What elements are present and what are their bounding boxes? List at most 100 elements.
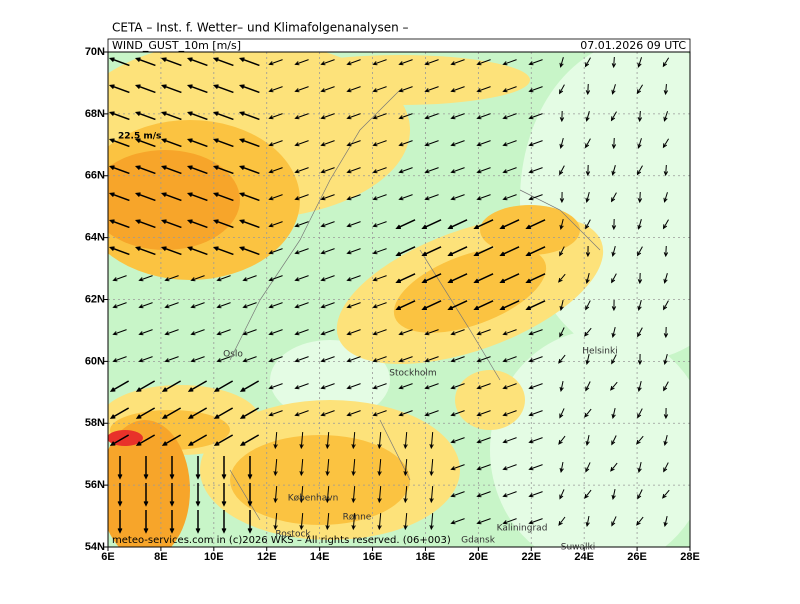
wind-arrow xyxy=(294,248,309,255)
wind-arrow xyxy=(473,219,494,230)
wind-arrow xyxy=(424,59,439,66)
wind-arrow xyxy=(528,86,543,93)
wind-arrow xyxy=(611,218,617,231)
wind-arrow xyxy=(450,194,465,201)
wind-arrow xyxy=(294,302,309,309)
wind-arrow xyxy=(108,246,130,256)
wind-arrow xyxy=(268,221,283,228)
wind-arrow xyxy=(559,84,565,95)
footer: meteo-services.com in (c)2026 WKS – All … xyxy=(112,535,451,546)
wind-arrow xyxy=(108,192,130,202)
wind-arrow xyxy=(346,86,361,93)
wind-arrow xyxy=(109,407,130,419)
wind-arrow xyxy=(134,138,156,148)
wind-arrow xyxy=(528,140,543,147)
wind-arrow xyxy=(559,110,565,123)
field-yellow xyxy=(455,370,525,430)
wind-arrow xyxy=(372,194,387,201)
wind-arrow xyxy=(238,219,260,229)
wind-arrow xyxy=(294,167,309,174)
wind-arrow xyxy=(372,356,387,363)
wind-arrow xyxy=(559,381,564,393)
wind-arrow xyxy=(108,84,130,94)
wind-arrow xyxy=(663,300,669,311)
wind-arrow xyxy=(320,329,335,336)
wind-arrow xyxy=(372,86,387,93)
wind-arrow xyxy=(585,381,591,392)
wind-arrow xyxy=(320,140,335,147)
wind-arrow xyxy=(320,59,335,66)
wind-arrow xyxy=(294,221,309,228)
wind-arrow xyxy=(320,275,335,282)
wind-arrow xyxy=(242,329,257,336)
wind-arrow xyxy=(325,431,330,450)
wind-arrow xyxy=(585,273,590,284)
wind-arrow xyxy=(502,140,517,147)
lon-tick-label: 18E xyxy=(416,551,436,563)
wind-arrow xyxy=(212,246,234,256)
wind-arrow xyxy=(164,275,179,282)
city-label: København xyxy=(288,494,339,504)
wind-arrow xyxy=(502,194,517,201)
wind-arrow xyxy=(268,248,283,255)
wind-arrow xyxy=(429,512,434,531)
wind-arrow xyxy=(663,83,669,96)
city-label: Gdansk xyxy=(461,536,496,546)
lon-tick-label: 10E xyxy=(204,551,224,563)
wind-arrow xyxy=(372,275,387,282)
lon-tick-label: 24E xyxy=(574,551,594,563)
wind-arrow xyxy=(585,300,591,311)
wind-arrow xyxy=(663,326,669,339)
wind-arrow xyxy=(559,489,565,500)
wind-arrow xyxy=(559,461,564,474)
wind-arrow xyxy=(585,245,591,258)
wind-arrow xyxy=(346,113,361,120)
wind-arrow xyxy=(585,192,590,203)
city-label: Rostock xyxy=(275,530,311,540)
wind-arrow xyxy=(239,434,260,446)
wind-arrow xyxy=(268,59,283,66)
wind-arrow xyxy=(212,192,234,202)
wind-arrow xyxy=(611,137,617,150)
wind-arrow xyxy=(247,510,253,534)
wind-arrow xyxy=(476,140,491,147)
wind-arrow xyxy=(585,83,591,96)
wind-arrow xyxy=(585,219,591,230)
wind-arrow xyxy=(502,410,517,417)
wind-arrow xyxy=(372,59,387,66)
wind-arrow xyxy=(611,489,616,501)
wind-arrow xyxy=(268,194,283,201)
field-gold xyxy=(480,205,580,255)
wind-arrow xyxy=(559,138,564,149)
wind-arrow xyxy=(558,273,566,283)
wind-arrow xyxy=(585,164,591,177)
wind-arrow xyxy=(450,86,465,93)
wind-arrow xyxy=(212,111,234,121)
wind-arrow xyxy=(108,138,130,148)
lon-tick-label: 12E xyxy=(257,551,277,563)
wind-arrow xyxy=(421,219,442,230)
wind-arrow xyxy=(294,410,309,417)
wind-arrow xyxy=(528,356,543,363)
wind-arrow xyxy=(558,516,566,526)
wind-arrow xyxy=(238,111,260,121)
wind-arrow xyxy=(450,113,465,120)
city-label: Suwalki xyxy=(561,543,596,553)
wind-arrow xyxy=(447,246,468,257)
wind-arrow xyxy=(559,327,565,338)
wind-arrow xyxy=(268,302,283,309)
wind-arrow xyxy=(372,410,387,417)
wind-arrow xyxy=(637,408,643,419)
wind-arrow xyxy=(187,407,208,419)
wind-arrow xyxy=(320,194,335,201)
wind-arrow xyxy=(299,458,304,477)
wind-arrow xyxy=(247,483,253,507)
wind-arrow xyxy=(398,329,413,336)
wind-arrow xyxy=(559,408,565,419)
wind-arrow xyxy=(186,111,208,121)
wind-arrow xyxy=(377,512,382,531)
wind-arrow xyxy=(346,194,361,201)
lon-tick-label: 20E xyxy=(469,551,489,563)
wind-arrow xyxy=(294,356,309,363)
